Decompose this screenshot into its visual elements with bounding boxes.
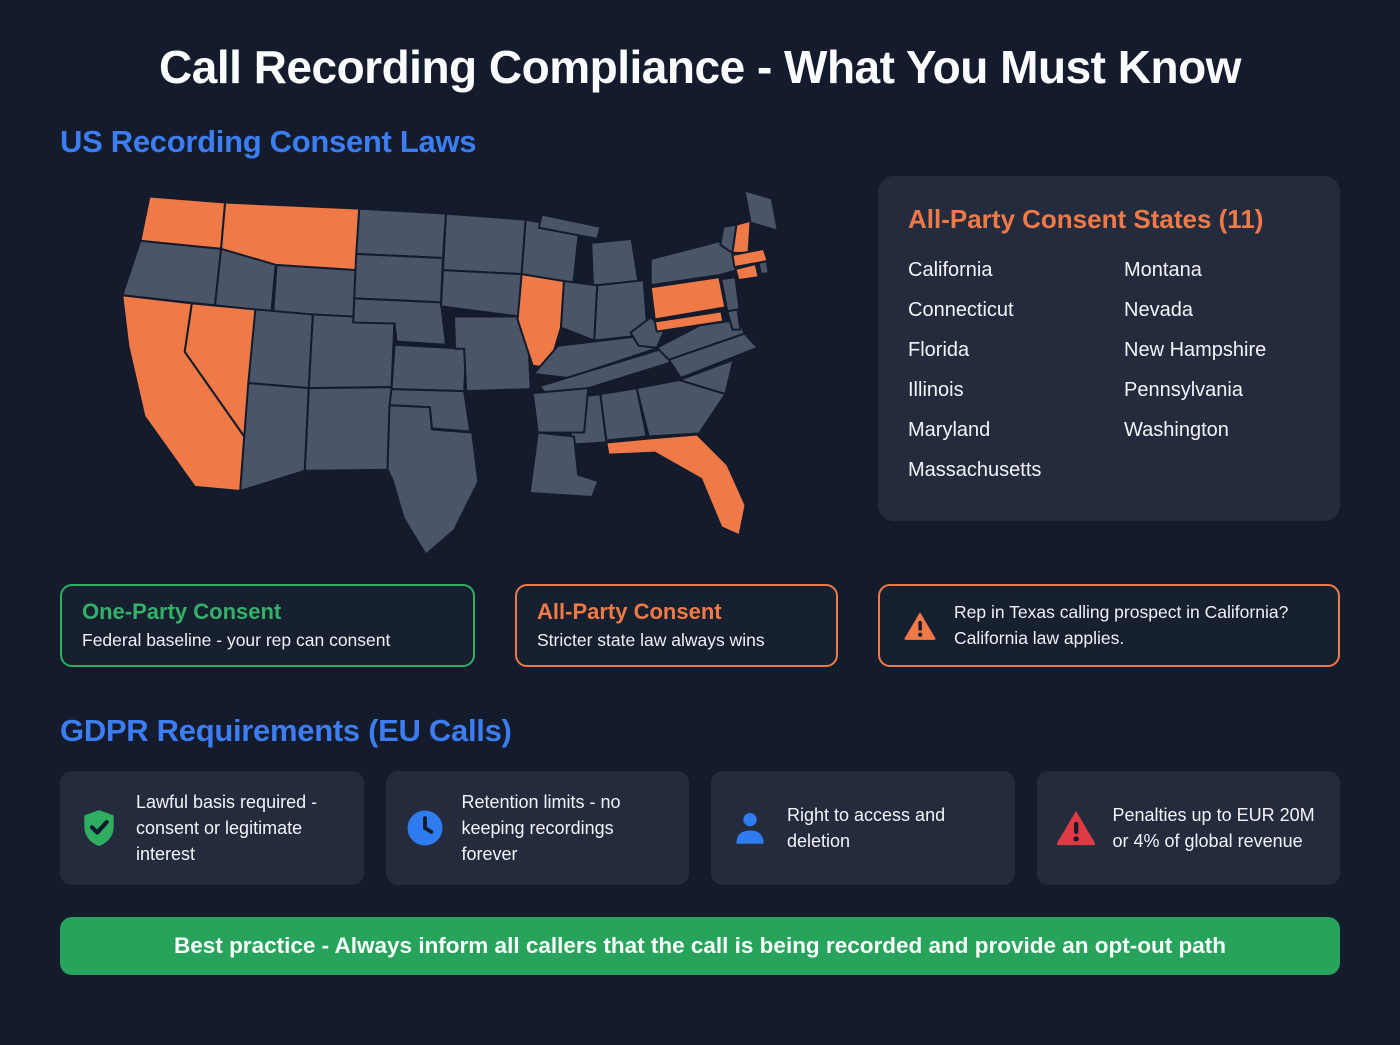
state-new-york [649,239,749,287]
gdpr-section: GDPR Requirements (EU Calls) Lawful basi… [60,713,1340,886]
one-party-consent-text: Federal baseline - your rep can consent [82,630,391,650]
state-north-carolina [667,332,759,380]
us-consent-section: US Recording Consent Laws [60,124,1340,667]
state-georgia [635,379,727,438]
gdpr-section-heading: GDPR Requirements (EU Calls) [60,713,512,748]
gdpr-cards-row: Lawful basis required - consent or legit… [60,771,1340,886]
us-map [94,176,814,580]
state-new-jersey [720,276,741,313]
state-delaware [726,308,742,331]
state-kansas [390,343,468,393]
cross-state-warning-box: Rep in Texas calling prospect in Califor… [878,584,1340,667]
state-arkansas [531,387,590,434]
clock-icon [407,810,442,846]
state-list-item: California [908,259,993,281]
warning-icon [904,611,936,640]
state-indiana [559,280,599,342]
all-party-states-panel: All-Party Consent States (11) California… [878,176,1340,521]
state-list-item: Connecticut [908,299,1014,321]
state-list-item: Montana [1124,259,1202,281]
state-list-item: Washington [1124,419,1229,441]
gdpr-card-retention: Retention limits - no keeping recordings… [385,771,689,886]
state-oregon [121,239,223,307]
state-pennsylvania [649,276,727,321]
gdpr-card-text: Right to access and deletion [787,805,946,852]
state-north-dakota [355,207,448,259]
consent-boxes-row: One-Party Consent Federal baseline - you… [60,584,1340,667]
state-utah [247,308,314,390]
state-list-item: Massachusetts [908,459,1042,481]
gdpr-card-text: Retention limits - no keeping recordings… [461,792,621,865]
shield-check-icon [84,810,114,847]
gdpr-card-lawful-basis: Lawful basis required - consent or legit… [60,771,364,886]
us-section-heading: US Recording Consent Laws [60,124,477,159]
state-virginia [655,318,746,361]
all-party-consent-title: All-Party Consent [537,599,722,624]
state-new-mexico [303,386,393,472]
gdpr-card-penalties: Penalties up to EUR 20M or 4% of global … [1036,771,1340,886]
all-party-consent-box: All-Party Consent Stricter state law alw… [515,584,838,667]
state-list-item: New Hampshire [1124,339,1267,361]
gdpr-card-text: Lawful basis required - consent or legit… [136,792,318,865]
state-list-item: Nevada [1124,299,1193,321]
cross-state-warning-text: Rep in Texas calling prospect in Califor… [954,602,1289,648]
state-maryland [653,310,725,333]
us-map-svg [121,189,779,556]
gdpr-card-access: Right to access and deletion [711,771,1015,886]
all-party-consent-text: Stricter state law always wins [537,630,765,650]
state-list-item: Pennsylvania [1124,379,1243,401]
page-title: Call Recording Compliance - What You Mus… [159,41,1241,93]
state-arizona [239,382,310,492]
state-connecticut [734,263,760,282]
state-texas [386,404,480,556]
state-list-item: Illinois [908,379,964,401]
all-party-states-column-2: Montana Nevada New Hampshire Pennsylvani… [1124,259,1266,499]
one-party-consent-box: One-Party Consent Federal baseline - you… [60,584,475,667]
person-icon [736,813,764,844]
panel-title: All-Party Consent States (11) [908,204,1264,234]
state-florida [605,433,747,537]
state-louisiana [528,431,600,499]
one-party-consent-title: One-Party Consent [82,599,282,624]
state-south-dakota [353,252,444,304]
state-maine [743,189,779,232]
all-party-states-column-1: California Connecticut Florida Illinois … [908,259,1124,499]
state-iowa [439,269,523,318]
state-washington [139,195,227,250]
state-rhode-island [757,259,770,276]
best-practice-banner: Best practice - Always inform all caller… [60,917,1340,976]
state-list-item: Florida [908,339,970,361]
warning-icon [1056,810,1095,846]
state-colorado [307,313,396,390]
state-minnesota [441,212,527,276]
state-list-item: Maryland [908,419,991,441]
state-michigan-upper [537,213,602,240]
gdpr-card-text: Penalties up to EUR 20M or 4% of global … [1112,805,1315,852]
